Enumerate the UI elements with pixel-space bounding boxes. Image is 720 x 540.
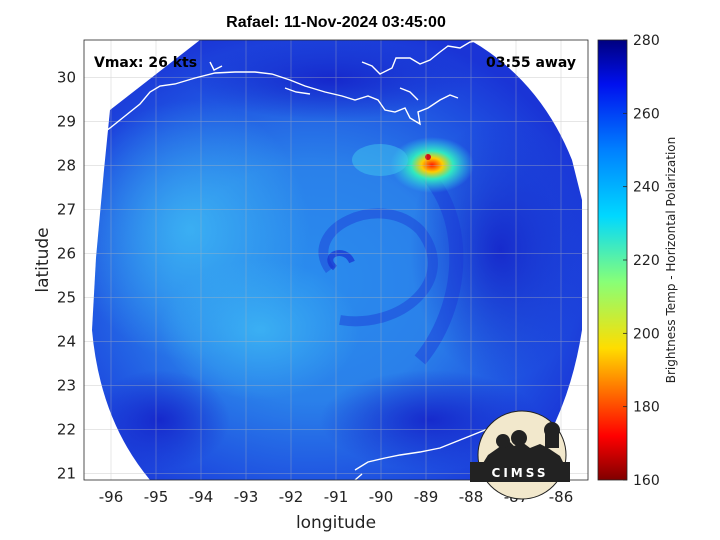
y-tick-label: 27	[57, 200, 76, 218]
colorbar-tick-label: 280	[633, 33, 660, 49]
map-grid	[84, 40, 588, 480]
y-tick-label: 30	[57, 68, 76, 86]
y-tick-label: 28	[57, 156, 76, 174]
x-tick-label: -91	[324, 488, 349, 506]
x-tick-label: -90	[369, 488, 394, 506]
x-axis-label: longitude	[296, 513, 376, 533]
colorbar-scale	[597, 39, 628, 481]
logo-text: CIMSS	[492, 466, 549, 480]
colorbar-label: Brightness Temp - Horizontal Polarizatio…	[664, 137, 678, 384]
x-tick-label: -92	[279, 488, 304, 506]
coastline	[84, 40, 491, 480]
y-axis-label: latitude	[33, 227, 53, 292]
colorbar-tick-label: 160	[633, 473, 660, 489]
x-tick-label: -86	[549, 488, 574, 506]
y-tick-label: 23	[57, 376, 76, 394]
colorbar-tick-labels: 160 180 200 220 240 260 280	[623, 33, 660, 489]
x-tick-label: -88	[459, 488, 484, 506]
convective-cell	[390, 137, 474, 193]
y-tick-label: 26	[57, 244, 76, 262]
x-tick-label: -96	[99, 488, 124, 506]
y-tick-label: 21	[57, 464, 76, 482]
colorbar-tick-label: 220	[633, 253, 660, 269]
cimss-logo: CIMSS	[470, 410, 570, 500]
colorbar-tick-label: 260	[633, 106, 660, 122]
vmax-annotation: Vmax: 26 kts	[94, 55, 197, 71]
colorbar: 160 180 200 220 240 260 280 Brightness Temp - …	[597, 33, 678, 489]
x-tick-labels: -96-95-94-93-92-91-90-89-88-87-86	[99, 488, 574, 506]
y-tick-label: 25	[57, 288, 76, 306]
y-tick-label: 24	[57, 332, 76, 350]
colorbar-tick-label: 200	[633, 326, 660, 342]
x-tick-label: -94	[189, 488, 214, 506]
time-away-annotation: 03:55 away	[486, 55, 576, 71]
x-tick-label: -95	[144, 488, 169, 506]
colorbar-tick-label: 180	[633, 400, 660, 416]
x-tick-label: -93	[234, 488, 259, 506]
y-tick-label: 22	[57, 420, 76, 438]
colorbar-tick-label: 240	[633, 180, 660, 196]
y-tick-label: 29	[57, 112, 76, 130]
x-tick-label: -89	[414, 488, 439, 506]
y-tick-labels: 21 22 23 24 25 26 27 28 29 30	[57, 68, 76, 482]
plot-frame	[83, 39, 589, 481]
map-title: Rafael: 11-Nov-2024 03:45:00	[226, 14, 446, 31]
